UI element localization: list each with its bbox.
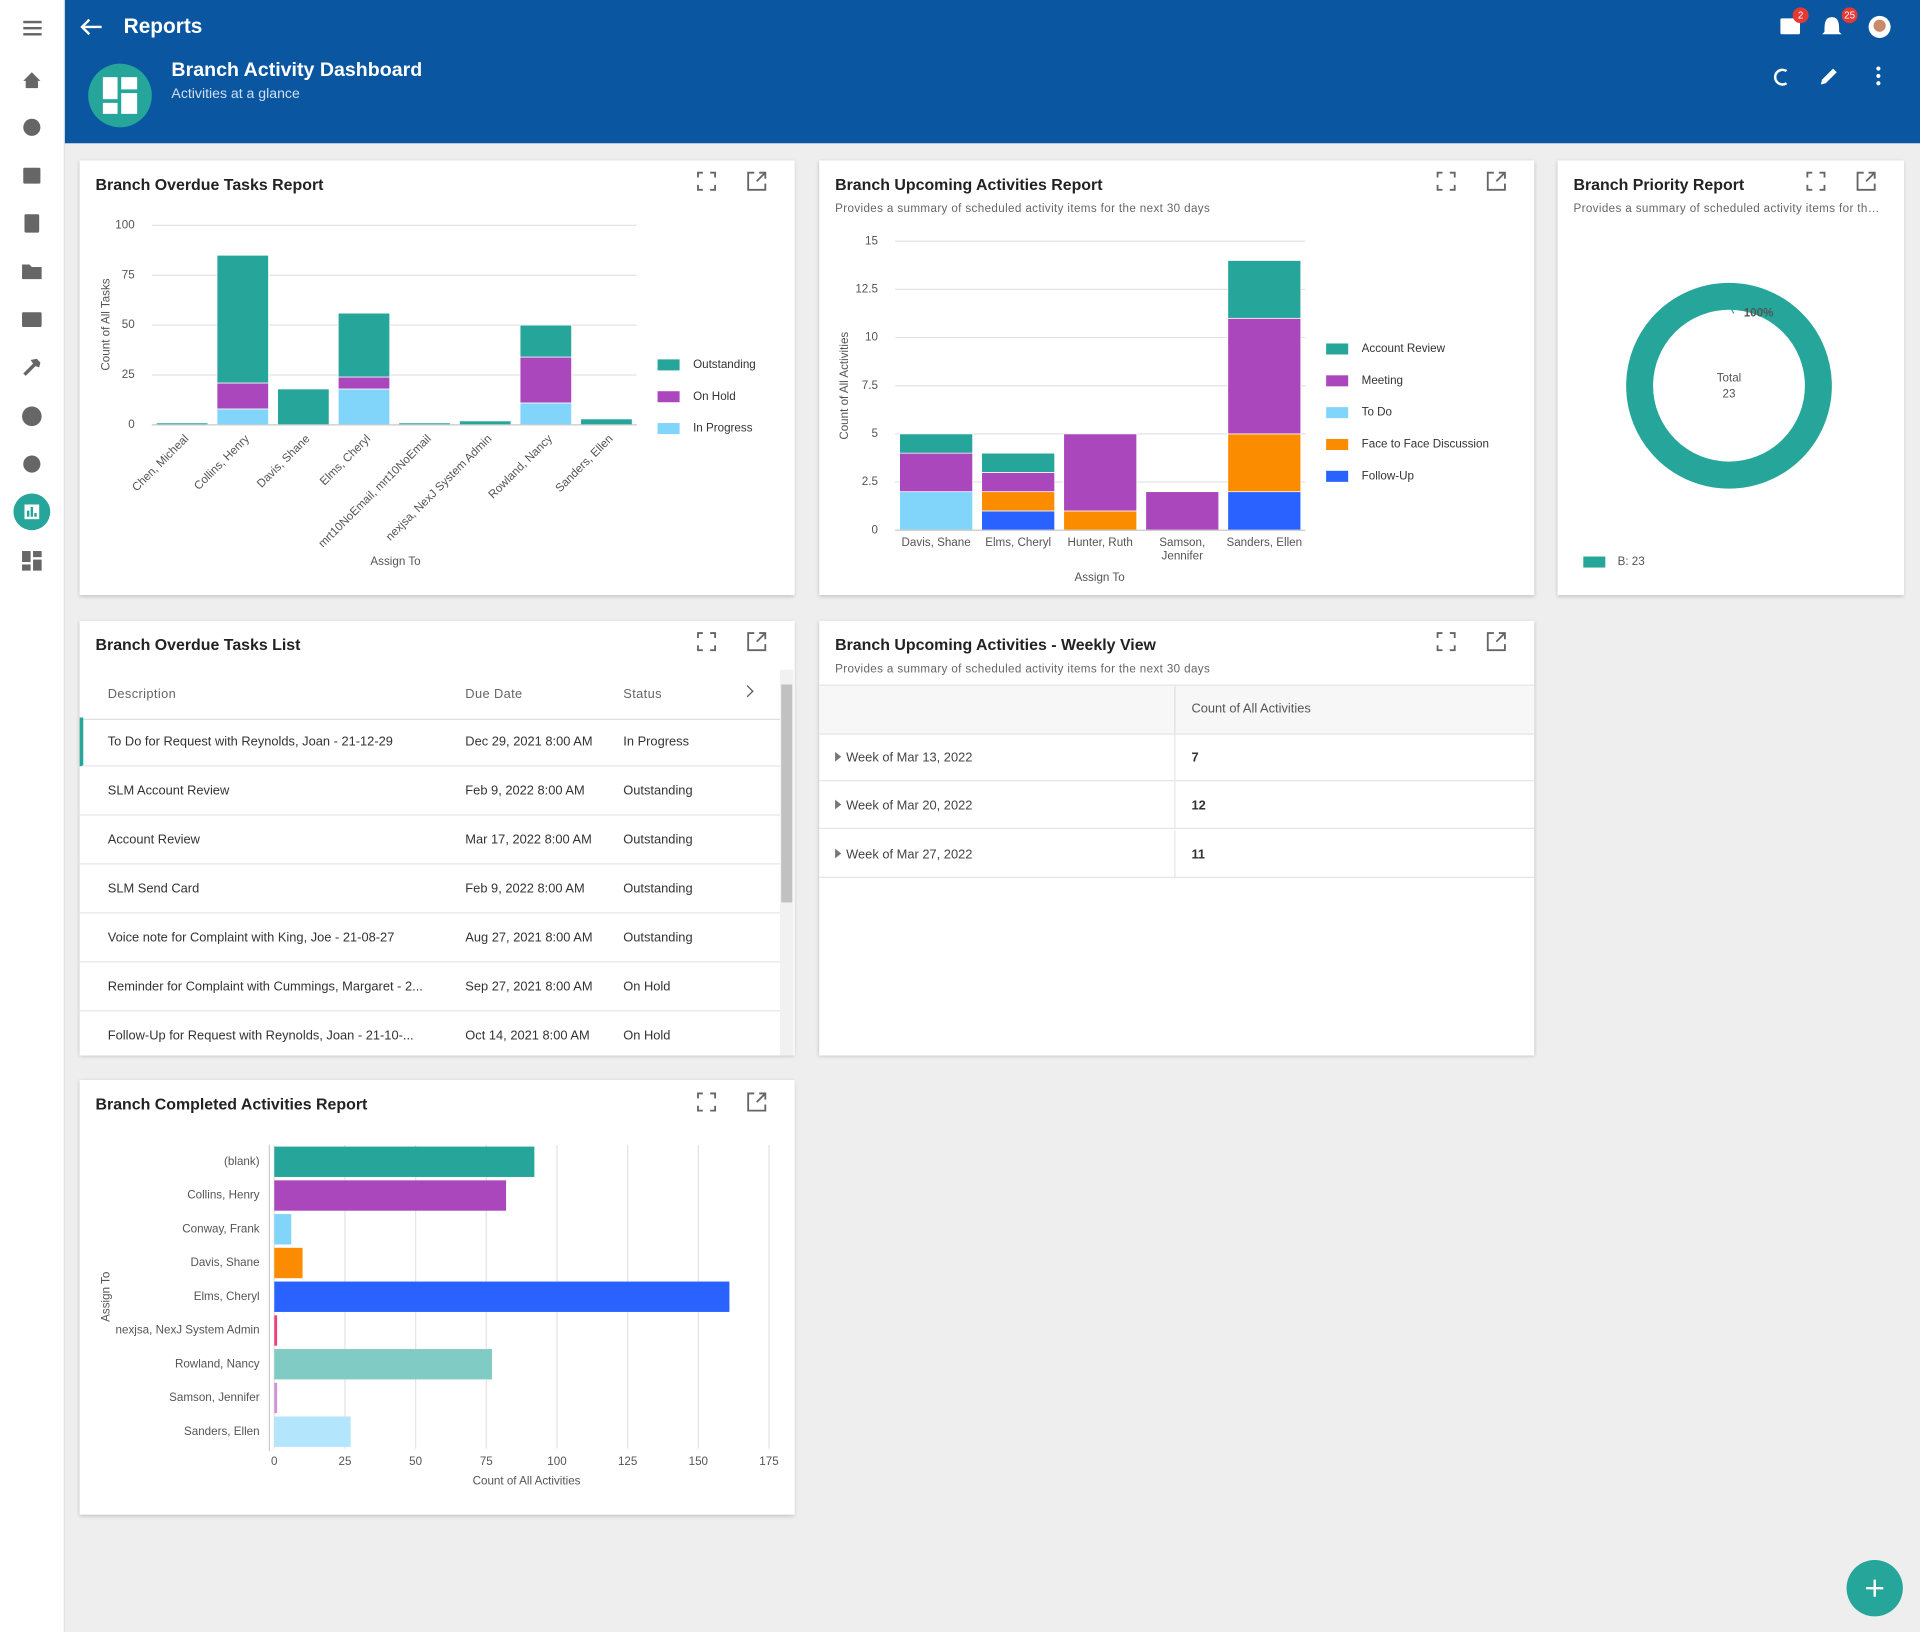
upcoming-activities-card: Branch Upcoming Activities Report Provid… — [819, 160, 1535, 596]
card-subtitle: Provides a summary of scheduled activity… — [835, 662, 1211, 676]
table-row[interactable]: Reminder for Complaint with Cummings, Ma… — [79, 962, 781, 1012]
column-divider — [1174, 781, 1176, 830]
scrollbar[interactable] — [780, 669, 794, 1056]
dashboard-subtitle: Activities at a glance — [171, 86, 300, 102]
table-cell: Dec 29, 2021 8:00 AM — [465, 734, 593, 750]
card-title: Branch Overdue Tasks List — [95, 635, 301, 654]
notifications-badge: 25 — [1841, 7, 1858, 24]
table-row[interactable]: SLM Account Review Feb 9, 2022 8:00 AM Out… — [79, 767, 781, 816]
table-cell: Feb 9, 2022 8:00 AM — [465, 783, 585, 799]
table-cell: Account Review — [107, 832, 200, 848]
table-row[interactable]: Follow-Up for Request with Reynolds, Joa… — [80, 1011, 780, 1055]
card-title: Branch Upcoming Activities - Weekly View — [835, 635, 1156, 654]
add-button[interactable] — [1846, 1560, 1903, 1617]
table-cell: Outstanding — [623, 930, 693, 946]
table-cell: Aug 27, 2021 8:00 AM — [465, 930, 593, 946]
card-subtitle: Provides a summary of scheduled activity… — [1573, 202, 1885, 216]
contacts-icon[interactable] — [23, 118, 41, 136]
edit-button[interactable] — [1820, 68, 1837, 85]
column-header[interactable]: Due Date — [465, 686, 523, 702]
table-cell: On Hold — [623, 1028, 671, 1044]
table-cell: Oct 14, 2021 8:00 AM — [465, 1028, 590, 1044]
settings-icon[interactable] — [23, 455, 41, 473]
sidebar — [0, 0, 65, 1632]
messages-button[interactable] — [1780, 18, 1801, 35]
table-header: Count of All Activities — [819, 684, 1535, 735]
week-count: 7 — [1191, 750, 1199, 766]
table-row[interactable]: Week of Mar 13, 2022 7 — [819, 733, 1535, 782]
overdue-tasks-card: Branch Overdue Tasks Report — [79, 160, 795, 596]
table-cell: Feb 9, 2022 8:00 AM — [465, 881, 585, 897]
card-title: Branch Completed Activities Report — [95, 1094, 368, 1114]
table-cell: Outstanding — [623, 783, 693, 799]
tools-icon[interactable] — [23, 358, 41, 376]
header: Reports 2 25 Branch Activity Dashboard A… — [64, 0, 1920, 144]
weekly-view-card: Branch Upcoming Activities - Weekly View… — [819, 620, 1535, 1056]
column-header: Count of All Activities — [1191, 701, 1311, 717]
week-label: Week of Mar 20, 2022 — [846, 798, 973, 814]
table-cell: Outstanding — [623, 881, 693, 897]
column-divider — [1174, 733, 1176, 782]
table-cell: Voice note for Complaint with King, Joe … — [107, 930, 395, 946]
tasks-icon[interactable] — [24, 214, 40, 233]
refresh-button[interactable] — [1773, 68, 1788, 86]
table-cell: To Do for Request with Reynolds, Joan - … — [107, 734, 393, 750]
sidebar-icons — [13, 20, 51, 571]
table-cell: SLM Send Card — [107, 881, 200, 897]
dashboard-icon[interactable] — [22, 551, 31, 563]
dashboard-avatar — [88, 63, 152, 128]
week-label: Week of Mar 13, 2022 — [846, 750, 973, 766]
more-button[interactable] — [1876, 66, 1881, 86]
table-row[interactable]: SLM Send Card Feb 9, 2022 8:00 AM Outstand… — [79, 864, 781, 914]
page-title: Reports — [123, 14, 203, 38]
week-count: 11 — [1191, 846, 1206, 862]
column-header[interactable]: Status — [623, 686, 662, 702]
column-divider — [1174, 685, 1176, 734]
table-cell: On Hold — [623, 979, 671, 995]
table-row[interactable]: To Do for Request with Reynolds, Joan - … — [79, 717, 781, 767]
card-subtitle: Provides a summary of scheduled activity… — [835, 202, 1211, 216]
expand-arrow[interactable] — [835, 751, 842, 762]
tasks-list-card: Branch Overdue Tasks List Description Due… — [79, 620, 795, 1056]
messages-badge: 2 — [1792, 7, 1809, 24]
card-title: Branch Priority Report — [1573, 175, 1745, 194]
folder-icon[interactable] — [22, 264, 42, 280]
menu-icon[interactable] — [23, 20, 42, 24]
expand-arrow[interactable] — [835, 799, 842, 810]
dashboard-title: Branch Activity Dashboard — [171, 60, 423, 81]
back-button[interactable] — [80, 18, 102, 36]
header-icons — [80, 15, 1891, 128]
table-row[interactable]: Week of Mar 27, 2022 11 — [819, 829, 1535, 878]
card-title: Branch Overdue Tasks Report — [95, 175, 324, 194]
table-header: Description Due Date Status — [79, 670, 781, 721]
star-icon[interactable] — [22, 406, 42, 427]
table-cell: Sep 27, 2021 8:00 AM — [465, 979, 593, 995]
table-cell: Follow-Up for Request with Reynolds, Joa… — [107, 1028, 414, 1044]
notifications-button[interactable] — [1822, 17, 1842, 35]
table-row[interactable]: Account Review Mar 17, 2022 8:00 AM Outsta… — [79, 816, 781, 865]
completed-activities-card: Branch Completed Activities Report — [79, 1080, 795, 1515]
expand-arrow[interactable] — [835, 848, 842, 858]
scroll-right-button[interactable] — [741, 685, 754, 698]
money-icon[interactable] — [22, 312, 42, 327]
table-cell: In Progress — [623, 734, 690, 750]
calendar-icon[interactable] — [23, 167, 41, 184]
table-cell: Outstanding — [623, 832, 693, 848]
table-row[interactable]: Voice note for Complaint with King, Joe … — [79, 913, 781, 963]
week-count: 12 — [1191, 798, 1206, 814]
week-label: Week of Mar 27, 2022 — [846, 846, 973, 862]
table-cell: Mar 17, 2022 8:00 AM — [465, 832, 592, 848]
table-cell: Reminder for Complaint with Cummings, Ma… — [107, 979, 423, 995]
column-header[interactable]: Description — [107, 686, 177, 702]
column-divider — [1174, 829, 1176, 878]
home-icon[interactable] — [23, 72, 41, 89]
table-cell: SLM Account Review — [107, 783, 230, 799]
card-title: Branch Upcoming Activities Report — [835, 175, 1103, 194]
table-row[interactable]: Week of Mar 20, 2022 12 — [819, 781, 1535, 830]
priority-card: Branch Priority Report Provides a summar… — [1557, 160, 1905, 596]
